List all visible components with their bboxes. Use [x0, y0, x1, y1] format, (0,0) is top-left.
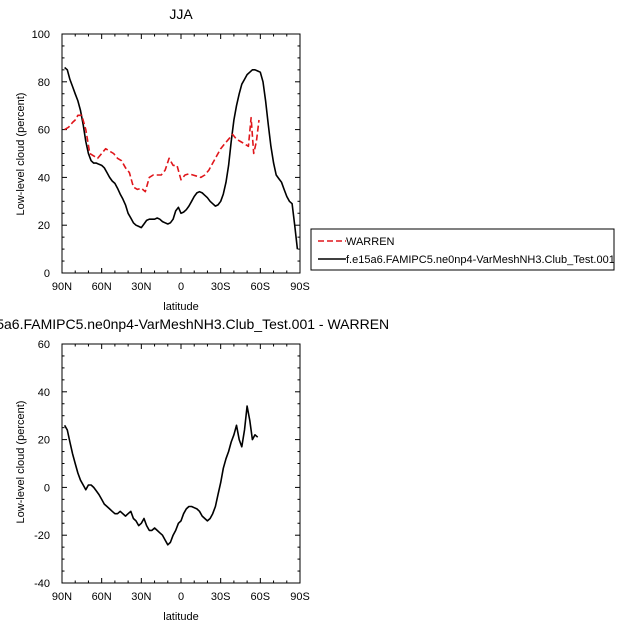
legend-box	[310, 228, 615, 271]
legend-label-warren: WARREN	[346, 236, 395, 248]
bottom-panel-y-tick-label: 20	[38, 435, 50, 447]
top-panel-series-line-f-e15a6-famipc5-ne0np4-v	[64, 66, 299, 250]
bottom-panel-x-tick-label: 30S	[211, 591, 231, 603]
top-panel-title: JJA	[169, 6, 193, 22]
top-panel-x-tick-label: 90N	[52, 281, 72, 293]
bottom-panel-y-tick-label: -20	[34, 530, 50, 542]
top-panel-frame	[61, 33, 301, 274]
top-panel-y-tick-label: 80	[38, 77, 50, 89]
top-panel-y-tick-label: 0	[44, 268, 50, 280]
bottom-panel-title: f.e15a6.FAMIPC5.ne0np4-VarMeshNH3.Club_T…	[0, 316, 389, 332]
top-panel-x-axis-label: latitude	[163, 301, 198, 313]
bottom-panel-y-tick-label: 60	[38, 339, 50, 351]
top-panel-y-axis-label: Low-level cloud (percent)	[15, 93, 27, 216]
bottom-panel-x-tick-label: 30N	[131, 591, 151, 603]
bottom-panel-y-tick-label: -40	[34, 578, 50, 590]
top-panel-x-tick-label: 60S	[251, 281, 271, 293]
bottom-panel-y-axis-label: Low-level cloud (percent)	[15, 401, 27, 524]
bottom-panel: f.e15a6.FAMIPC5.ne0np4-VarMeshNH3.Club_T…	[0, 316, 389, 623]
top-panel: JJA latitude Low-level cloud (percent) 9…	[15, 6, 310, 313]
top-panel-y-tick-label: 40	[38, 172, 50, 184]
bottom-panel-x-tick-label: 90S	[290, 591, 310, 603]
bottom-panel-frame	[61, 343, 301, 584]
bottom-panel-x-tick-label: 90N	[52, 591, 72, 603]
bottom-panel-y-tick-label: 0	[44, 482, 50, 494]
top-panel-x-tick-label: 30S	[211, 281, 231, 293]
top-panel-y-tick-label: 60	[38, 125, 50, 137]
bottom-panel-x-tick-label: 60N	[92, 591, 112, 603]
bottom-panel-x-tick-label: 0	[178, 591, 184, 603]
top-panel-y-tick-label: 20	[38, 220, 50, 232]
bottom-panel-y-tick-label: 40	[38, 387, 50, 399]
bottom-panel-series-line-difference	[63, 405, 259, 546]
top-panel-x-tick-label: 90S	[290, 281, 310, 293]
bottom-panel-x-axis-label: latitude	[163, 611, 198, 623]
top-panel-x-tick-label: 0	[178, 281, 184, 293]
top-panel-x-tick-label: 30N	[131, 281, 151, 293]
legend-label-model: f.e15a6.FAMIPC5.ne0np4-VarMeshNH3.Club_T…	[346, 254, 615, 266]
top-panel-legend: WARREN f.e15a6.FAMIPC5.ne0np4-VarMeshNH3…	[310, 228, 615, 271]
bottom-panel-x-tick-label: 60S	[251, 591, 271, 603]
top-panel-y-tick-label: 100	[32, 29, 50, 41]
top-panel-x-tick-label: 60N	[92, 281, 112, 293]
